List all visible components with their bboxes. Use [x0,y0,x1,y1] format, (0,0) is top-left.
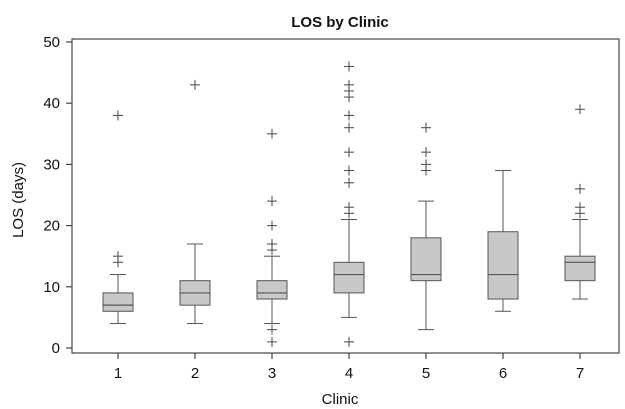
x-tick-label: 6 [499,365,507,382]
outlier-marker [344,79,354,90]
outlier-marker [344,110,354,121]
outlier-marker [113,251,123,262]
outlier-marker [113,110,123,121]
outlier-marker [421,147,431,158]
outlier-marker [344,122,354,133]
outlier-marker [267,238,277,249]
outlier-marker [575,202,585,213]
x-tick-label: 3 [268,365,276,382]
y-axis-label: LOS (days) [10,162,27,238]
iqr-box [333,261,365,294]
box-clinic-6 [487,170,519,312]
iqr-box [487,231,519,300]
box-clinic-7 [564,104,596,300]
outlier-marker [344,336,354,347]
outlier-marker [344,202,354,213]
box-clinic-1 [102,110,134,325]
box-group [102,61,596,347]
iqr-box [410,237,442,282]
outlier-marker [421,122,431,133]
outlier-marker [344,61,354,72]
box-clinic-5 [410,122,442,331]
chart-title: LOS by Clinic [291,14,389,31]
y-tick-label: 10 [43,279,60,296]
x-tick-label: 5 [422,365,430,382]
outlier-marker [190,79,200,90]
y-tick-label: 30 [43,156,60,173]
outlier-marker [267,220,277,231]
outlier-marker [267,336,277,347]
x-axis: 1 2 3 4 5 6 7 [114,353,584,382]
x-tick-label: 7 [576,365,584,382]
y-axis: 0 10 20 30 40 50 [43,34,72,357]
outlier-marker [267,324,277,335]
y-tick-label: 20 [43,218,60,235]
box-clinic-3 [256,128,288,347]
outlier-marker [344,177,354,188]
outlier-marker [575,183,585,194]
outlier-marker [421,159,431,170]
y-tick-label: 0 [52,340,60,357]
iqr-box [256,280,288,300]
iqr-box [564,255,596,282]
outlier-marker [344,165,354,176]
y-tick-label: 40 [43,95,60,112]
x-axis-label: Clinic [322,391,359,408]
box-clinic-4 [333,61,365,347]
y-tick-label: 50 [43,34,60,51]
iqr-box [102,292,134,312]
x-tick-label: 1 [114,365,122,382]
outlier-marker [267,128,277,139]
box-clinic-2 [179,79,211,325]
outlier-marker [575,104,585,115]
outlier-marker [344,147,354,158]
plot-frame [71,38,620,354]
outlier-marker [267,196,277,207]
x-tick-label: 4 [345,365,353,382]
x-tick-label: 2 [191,365,199,382]
